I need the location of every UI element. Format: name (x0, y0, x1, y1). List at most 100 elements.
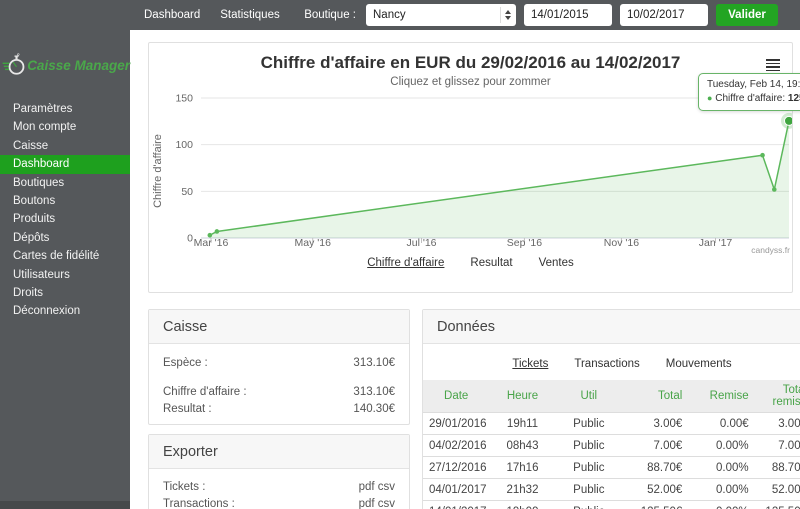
col-util: Util (555, 380, 622, 413)
chart-tab-ventes[interactable]: Ventes (538, 257, 574, 269)
highlighted-point-marker[interactable] (784, 115, 793, 126)
data-point-marker[interactable] (207, 232, 213, 238)
cell-heure: 08h43 (489, 434, 556, 457)
export-row-tickets: Tickets : pdf csv (163, 479, 395, 496)
sidebar-item-caisse[interactable]: Caisse (13, 139, 49, 152)
sidebar-item-boutiques[interactable]: Boutiques (13, 176, 65, 189)
sidebar-item-droits[interactable]: Droits (13, 286, 44, 299)
export-links[interactable]: pdf csv (358, 481, 395, 493)
stopwatch-icon (2, 53, 25, 75)
donnees-tab-transactions[interactable]: Transactions (574, 358, 640, 370)
tooltip-series-value: ● Chiffre d'affaire: 125.5 (707, 93, 800, 104)
boutique-label: Boutique : (304, 9, 356, 21)
table-row[interactable]: 14/01/201719h09Public125.50€0.00%125.50€ (423, 500, 800, 509)
caisse-group: Espèce : 313.10€ (163, 355, 395, 372)
col-total: Total (621, 380, 689, 413)
sidebar-footer-strip (0, 501, 130, 509)
chart-title: Chiffre d'affaire en EUR du 29/02/2016 a… (260, 53, 681, 72)
caisse-row-resultat: Resultat : 140.30€ (163, 401, 395, 418)
data-point-marker[interactable] (214, 229, 220, 234)
exporter-panel-body: Tickets : pdf csv Transactions : pdf csv (149, 469, 409, 509)
topbar-nav-statistiques[interactable]: Statistiques (220, 9, 280, 21)
sidebar-item-deconnexion[interactable]: Déconnexion (13, 305, 81, 318)
boutique-select-value: Nancy (373, 9, 406, 21)
sidebar-item-cartes-de-fidelite[interactable]: Cartes de fidélité (13, 250, 100, 263)
chart-credit[interactable]: candyss.fr (751, 245, 790, 255)
donnees-panel: Données Tickets Transactions Mouvements Da… (422, 309, 800, 509)
series-bullet-icon: ● (707, 93, 713, 103)
export-row-label: Transactions : (163, 498, 235, 509)
caisse-row-espece: Espèce : 313.10€ (163, 355, 395, 372)
series-area (209, 120, 790, 238)
date-from-input[interactable] (524, 4, 612, 26)
y-tick-label: 150 (175, 93, 193, 105)
tooltip-value: 125.5 (787, 93, 800, 104)
cell-total: 52.00€ (621, 478, 689, 501)
tickets-table: DateHeureUtilTotalRemiseTotal remise 29/… (423, 380, 800, 509)
sidebar-item-parametres[interactable]: Paramètres (13, 103, 73, 115)
tooltip-series-label: Chiffre d'affaire: (715, 93, 786, 104)
topbar-nav-dashboard[interactable]: Dashboard (144, 9, 201, 21)
cell-date: 14/01/2017 (423, 500, 490, 509)
cell-date: 04/01/2017 (423, 478, 490, 501)
cell-total: 7.00€ (621, 434, 689, 457)
sidebar-item-produits[interactable]: Produits (13, 213, 56, 226)
sidebar-item-mon-compte[interactable]: Mon compte (13, 121, 77, 134)
cell-heure: 21h32 (489, 478, 556, 501)
col-heure: Heure (489, 380, 556, 413)
chart-export-menu-icon[interactable] (766, 59, 780, 73)
cell-date: 27/12/2016 (423, 456, 490, 479)
y-tick-label: 100 (175, 139, 193, 151)
revenue-area-chart[interactable]: 0 50 100 150 Mar '16 May '16 Jul '16 Sep '16 Nov… (149, 91, 792, 257)
caisse-row-label: Espèce : (163, 357, 208, 369)
chart-tab-resultat[interactable]: Resultat (470, 257, 513, 269)
sidebar-item-utilisateurs[interactable]: Utilisateurs (13, 268, 70, 281)
donnees-tab-mouvements[interactable]: Mouvements (665, 358, 732, 370)
y-tick-label: 0 (187, 233, 193, 245)
boutique-select[interactable]: Nancy (366, 4, 516, 26)
cell-remise: 0.00% (688, 500, 755, 509)
export-links[interactable]: pdf csv (358, 498, 395, 509)
caisse-row-label: Resultat : (163, 403, 212, 415)
date-to-input[interactable] (620, 4, 708, 26)
cell-remise: 0.00% (688, 434, 755, 457)
cell-util: Public (555, 478, 622, 501)
export-row-label: Tickets : (163, 481, 206, 493)
caisse-row-value: 140.30€ (353, 403, 395, 415)
x-tick-label: Nov '16 (604, 237, 639, 249)
sidebar-menu: Paramètres Mon compte Caisse Dashboard Bouti… (0, 100, 130, 321)
sidebar-item-dashboard[interactable]: Dashboard (0, 155, 130, 174)
cell-util: Public (555, 434, 622, 457)
sidebar-item-depots[interactable]: Dépôts (13, 231, 50, 244)
caisse-panel: Caisse Espèce : 313.10€ Chiffre d'affaire … (148, 309, 410, 425)
data-point-marker[interactable] (760, 152, 765, 158)
chart-tab-chiffre-d-affaire[interactable]: Chiffre d'affaire (367, 257, 445, 269)
chart-subtitle: Cliquez et glissez pour zommer (390, 76, 551, 88)
data-point-marker[interactable] (772, 187, 777, 192)
caisse-row-chiffre-d-affaire: Chiffre d'affaire : 313.10€ (163, 384, 395, 401)
donnees-panel-title: Données (423, 310, 800, 344)
x-tick-label: Jul '16 (406, 237, 436, 249)
cell-heure: 17h16 (489, 456, 556, 479)
cell-date: 04/02/2016 (423, 434, 490, 457)
sidebar-item-boutons[interactable]: Boutons (13, 194, 56, 207)
caisse-row-label: Chiffre d'affaire : (163, 386, 247, 398)
chart-card: Chiffre d'affaire en EUR du 29/02/2016 a… (148, 42, 800, 293)
caisse-panel-title: Caisse (149, 310, 409, 344)
y-tick-label: 50 (181, 186, 193, 198)
cell-remise: 0.00€ (688, 412, 755, 435)
x-tick-label: Sep '16 (507, 237, 542, 249)
cell-total: 3.00€ (621, 412, 689, 435)
valider-button[interactable]: Valider (716, 4, 778, 26)
col-remise: Remise (688, 380, 755, 413)
caisse-row-value: 313.10€ (353, 357, 395, 369)
cell-total-remise: 52.00€ (754, 478, 800, 501)
x-tick-label: Jan '17 (699, 237, 733, 249)
donnees-tab-tickets[interactable]: Tickets (512, 358, 549, 370)
cell-util: Public (555, 412, 622, 435)
